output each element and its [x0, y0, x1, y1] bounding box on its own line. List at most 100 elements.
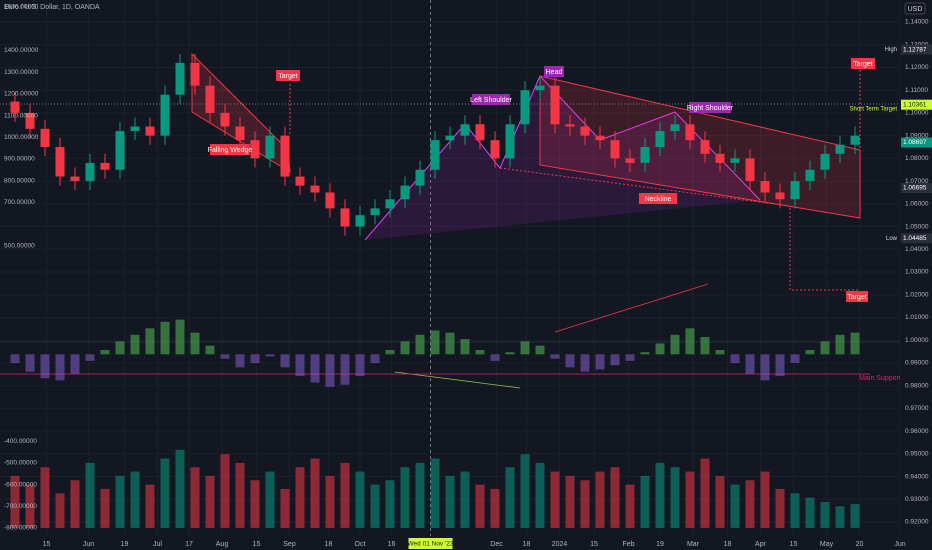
annotation-box — [846, 291, 868, 302]
y-tick-label: 1.11000 — [905, 87, 928, 94]
price-label: 1.06695 — [903, 185, 927, 192]
volume-bar — [835, 506, 845, 528]
volume-bar — [505, 467, 515, 528]
candle-body — [835, 144, 845, 154]
x-tick-label: Aug — [216, 541, 229, 548]
volume-bar — [220, 454, 230, 528]
x-tick-label: 16 — [388, 541, 396, 548]
volume-bar — [25, 484, 35, 528]
volume-bar — [265, 471, 275, 528]
volume-bar — [490, 488, 500, 528]
volume-bar — [670, 467, 680, 528]
x-tick-label: Feb — [622, 541, 634, 548]
candle-body — [310, 185, 320, 193]
candle-body — [340, 208, 350, 227]
volume-bar — [10, 475, 20, 528]
y-tick-label: 1.05000 — [905, 223, 929, 230]
annotation: Target — [278, 73, 298, 80]
oscillator-bar — [100, 349, 110, 355]
oscillator-bar — [595, 354, 605, 370]
divergence-line — [394, 371, 521, 389]
price-label: 1.10361 — [903, 101, 927, 108]
oscillator-bar — [355, 354, 365, 377]
oscillator-bar — [535, 345, 545, 355]
price-label-name: Short Term Target — [850, 106, 898, 112]
divergence-line — [554, 283, 709, 333]
candle-body — [325, 192, 335, 209]
volume-bar — [775, 488, 785, 528]
annotation-box — [639, 193, 677, 204]
volume-bar — [355, 471, 365, 528]
volume-bar — [415, 462, 425, 528]
volume-bar — [715, 475, 725, 528]
candle-body — [445, 135, 455, 141]
oscillator-bar — [550, 354, 560, 359]
time-axis-bg — [0, 536, 932, 550]
x-tick-label: 15 — [790, 541, 798, 548]
annotation: Right Shoulder — [687, 105, 734, 112]
price-label: 1.08697 — [903, 139, 927, 146]
annotation: Target — [853, 61, 873, 68]
oscillator-bar — [475, 349, 485, 355]
y2-tick-label: 900.00000 — [4, 156, 35, 163]
candle-body — [235, 126, 245, 141]
oscillator-bar — [145, 328, 155, 355]
annotation: Left Shoulder — [470, 97, 512, 104]
volume-bar — [190, 467, 200, 528]
volume-bar — [850, 504, 860, 528]
oscillator-bar — [190, 332, 200, 355]
oscillator-bar — [115, 341, 125, 355]
price-label: 1.12787 — [903, 46, 927, 53]
volume-bar — [445, 475, 455, 528]
candle-body — [730, 158, 740, 163]
y-tick-label: 1.10000 — [905, 110, 929, 117]
volume-bar — [280, 488, 290, 528]
candle-body — [400, 185, 410, 200]
crosshair-label-bg — [408, 538, 453, 549]
volume-bar — [235, 462, 245, 528]
oscillator-bar — [70, 354, 80, 374]
annotation-box — [276, 70, 300, 81]
annotation-box — [689, 102, 731, 113]
volume-bar — [145, 484, 155, 528]
volume-bar — [325, 475, 335, 528]
y2-tick-label: 800.00000 — [4, 177, 35, 184]
volume-bar — [730, 484, 740, 528]
y-tick-label: 0.95000 — [905, 451, 929, 458]
crosshair-label: Wed 01 Nov '23 — [408, 541, 454, 548]
oscillator-bar — [730, 354, 740, 364]
y2-tick-label: 1600.00000 — [4, 4, 39, 11]
annotation-box — [210, 144, 250, 155]
candle-body — [370, 208, 380, 216]
y-tick-label: 1.04000 — [905, 246, 929, 253]
volume-bar — [175, 449, 185, 528]
candle-body — [610, 140, 620, 159]
annotation-box — [472, 94, 510, 105]
candle-body — [250, 140, 260, 159]
oscillator-bar — [175, 319, 185, 355]
oscillator-bar — [460, 339, 470, 355]
candle-body — [280, 135, 290, 177]
candle-body — [520, 90, 530, 125]
candle-body — [505, 124, 515, 159]
price-label-bg — [901, 99, 932, 110]
y-tick-label: 0.99000 — [905, 360, 929, 367]
candle-body — [355, 215, 365, 227]
y-tick-label: 1.06000 — [905, 201, 929, 208]
candle-body — [145, 126, 155, 136]
volume-bar — [70, 480, 80, 528]
candle-body — [205, 85, 215, 113]
y-tick-label: 1.12000 — [905, 64, 929, 71]
price-label-bg — [901, 183, 932, 194]
candle-body — [670, 124, 680, 132]
candle-body — [415, 169, 425, 186]
volume-bar — [700, 458, 710, 528]
oscillator-bar — [505, 352, 515, 355]
y2-tick-label: 1300.00000 — [4, 69, 39, 76]
volume-bar — [640, 475, 650, 528]
price-label-name: High — [885, 47, 897, 53]
volume-bar — [475, 484, 485, 528]
oscillator-bar — [310, 354, 320, 383]
oscillator-bar — [85, 354, 95, 361]
